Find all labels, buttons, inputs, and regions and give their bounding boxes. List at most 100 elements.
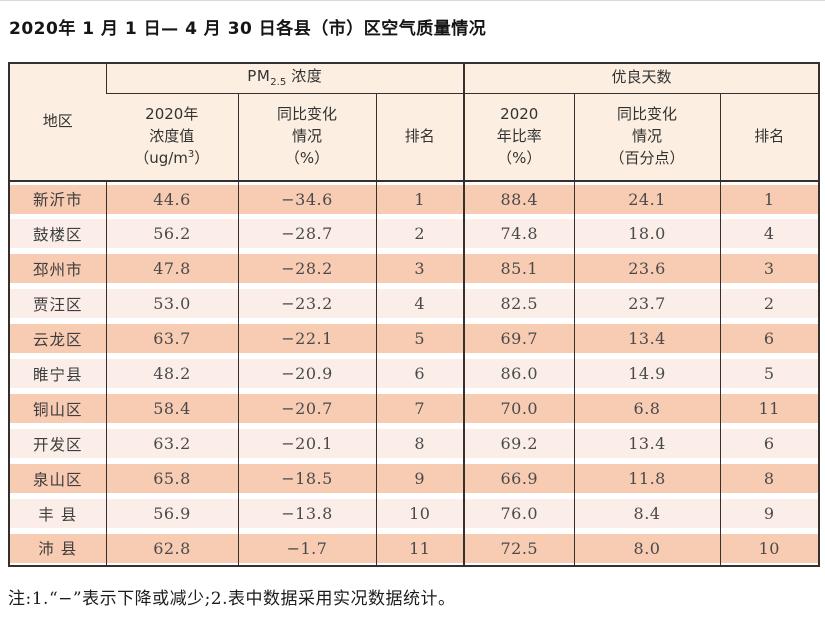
cell-region: 云龙区 xyxy=(9,321,106,356)
header-line: 同比变化 xyxy=(617,105,678,124)
cell-pm25-value: 56.2 xyxy=(105,216,238,251)
header-line: （%） xyxy=(284,148,330,167)
header-line: （百分点） xyxy=(609,148,685,167)
cell-pm25-value: 48.2 xyxy=(105,356,238,391)
cell-pm25-change: −20.9 xyxy=(237,356,376,391)
table-header-sub-row: 2020年 浓度值 （ug/m3） 同比变化 情况 （%） 排名 2020 年比… xyxy=(9,93,820,182)
cell-pm25-rank: 4 xyxy=(375,286,465,321)
cell-good-rank: 11 xyxy=(719,391,820,426)
cell-good-rank: 5 xyxy=(719,356,820,391)
cell-pm25-change: −20.7 xyxy=(237,391,376,426)
cell-pm25-rank: 6 xyxy=(375,356,465,391)
cell-pm25-change: −22.1 xyxy=(237,321,376,356)
cell-pm25-value: 65.8 xyxy=(105,461,238,496)
col-header-pm25-value: 2020年 浓度值 （ug/m3） xyxy=(106,93,238,182)
table-body: 新沂市 44.6 −34.6 1 88.4 24.1 1 鼓楼区 56.2 −28.7 2 74.8 1… xyxy=(9,181,820,566)
header-line: 2020年 xyxy=(145,105,199,124)
cell-good-ratio: 85.1 xyxy=(463,251,575,286)
pm25-label-prefix: PM xyxy=(247,67,271,85)
cell-region: 铜山区 xyxy=(9,391,106,426)
cell-pm25-rank: 9 xyxy=(375,461,465,496)
table-row: 铜山区 58.4 −20.7 7 70.0 6.8 11 xyxy=(9,391,820,426)
header-line: （%） xyxy=(497,148,542,167)
cell-good-ratio: 76.0 xyxy=(463,496,575,531)
group-header-pm25: PM2.5 浓度 xyxy=(105,63,465,94)
cell-good-change: 13.4 xyxy=(573,426,721,461)
cell-region: 邳州市 xyxy=(9,251,106,286)
cell-good-rank: 8 xyxy=(719,461,820,496)
table-row: 睢宁县 48.2 −20.9 6 86.0 14.9 5 xyxy=(9,356,820,391)
col-header-region: 地区 xyxy=(9,63,106,182)
cell-pm25-rank: 8 xyxy=(375,426,465,461)
cell-pm25-rank: 5 xyxy=(375,321,465,356)
cell-good-ratio: 82.5 xyxy=(463,286,575,321)
cell-pm25-change: −28.7 xyxy=(237,216,376,251)
cell-good-ratio: 66.9 xyxy=(463,461,575,496)
col-header-pm25-rank: 排名 xyxy=(375,93,465,182)
cell-good-rank: 9 xyxy=(719,496,820,531)
cell-region: 开发区 xyxy=(9,426,106,461)
header-line: 情况 xyxy=(632,126,663,145)
cell-pm25-change: −28.2 xyxy=(237,251,376,286)
cell-pm25-rank: 3 xyxy=(375,251,465,286)
header-line: 情况 xyxy=(291,126,322,145)
cell-region: 泉山区 xyxy=(9,461,106,496)
cell-pm25-value: 47.8 xyxy=(105,251,238,286)
cell-good-change: 14.9 xyxy=(573,356,721,391)
table-row: 丰 县 56.9 −13.8 10 76.0 8.4 9 xyxy=(9,496,820,531)
cell-good-ratio: 69.7 xyxy=(463,321,575,356)
footnote: 注:1.“−”表示下降或减少;2.表中数据采用实况数据统计。 xyxy=(8,589,456,609)
cell-pm25-value: 58.4 xyxy=(105,391,238,426)
cell-good-change: 23.7 xyxy=(573,286,721,321)
cell-good-change: 13.4 xyxy=(573,321,721,356)
header-line: 同比变化 xyxy=(276,105,337,124)
cell-pm25-rank: 11 xyxy=(375,531,465,566)
table-row: 泉山区 65.8 −18.5 9 66.9 11.8 8 xyxy=(9,461,820,496)
cell-good-rank: 6 xyxy=(719,321,820,356)
header-line: 2020 xyxy=(500,105,539,124)
cell-pm25-value: 62.8 xyxy=(105,531,238,566)
table-row: 鼓楼区 56.2 −28.7 2 74.8 18.0 4 xyxy=(9,216,820,251)
cell-pm25-value: 63.7 xyxy=(105,321,238,356)
cell-good-rank: 3 xyxy=(719,251,820,286)
cell-good-change: 24.1 xyxy=(573,181,721,216)
cell-good-change: 23.6 xyxy=(573,251,721,286)
col-header-pm25-change: 同比变化 情况 （%） xyxy=(237,93,376,182)
header-unit: （ug/m3） xyxy=(134,148,210,167)
cell-pm25-value: 44.6 xyxy=(105,181,238,216)
group-header-good-days: 优良天数 xyxy=(463,63,820,94)
table-row: 云龙区 63.7 −22.1 5 69.7 13.4 6 xyxy=(9,321,820,356)
pm25-label-suffix: 浓度 xyxy=(291,67,323,85)
cell-pm25-rank: 1 xyxy=(375,181,465,216)
table-row: 贾汪区 53.0 −23.2 4 82.5 23.7 2 xyxy=(9,286,820,321)
cell-region: 新沂市 xyxy=(9,181,106,216)
cell-pm25-change: −20.1 xyxy=(237,426,376,461)
table-header-group-row: 地区 PM2.5 浓度 优良天数 xyxy=(9,63,820,182)
cell-good-rank: 4 xyxy=(719,216,820,251)
cell-good-ratio: 86.0 xyxy=(463,356,575,391)
cell-pm25-rank: 2 xyxy=(375,216,465,251)
col-header-good-rank: 排名 xyxy=(719,93,820,182)
table-row: 新沂市 44.6 −34.6 1 88.4 24.1 1 xyxy=(9,181,820,216)
header-line: 浓度值 xyxy=(149,126,195,145)
table-row: 开发区 63.2 −20.1 8 69.2 13.4 6 xyxy=(9,426,820,461)
cell-good-ratio: 72.5 xyxy=(463,531,575,566)
cell-region: 鼓楼区 xyxy=(9,216,106,251)
air-quality-table: 地区 PM2.5 浓度 优良天数 2020年 浓度值 （ug/m3） 同比变化 情… xyxy=(8,62,821,567)
table-header: 地区 PM2.5 浓度 优良天数 2020年 浓度值 （ug/m3） 同比变化 情… xyxy=(9,63,820,182)
table-row: 沛 县 62.8 −1.7 11 72.5 8.0 10 xyxy=(9,531,820,566)
cell-pm25-change: −13.8 xyxy=(237,496,376,531)
cell-pm25-value: 63.2 xyxy=(105,426,238,461)
col-header-good-ratio: 2020 年比率 （%） xyxy=(463,93,575,182)
table-row: 邳州市 47.8 −28.2 3 85.1 23.6 3 xyxy=(9,251,820,286)
cell-region: 睢宁县 xyxy=(9,356,106,391)
cell-good-change: 11.8 xyxy=(573,461,721,496)
cell-good-ratio: 88.4 xyxy=(463,181,575,216)
cell-pm25-rank: 10 xyxy=(375,496,465,531)
cell-good-ratio: 70.0 xyxy=(463,391,575,426)
cell-good-change: 18.0 xyxy=(573,216,721,251)
cell-pm25-value: 56.9 xyxy=(105,496,238,531)
cell-pm25-change: −23.2 xyxy=(237,286,376,321)
col-header-good-change: 同比变化 情况 （百分点） xyxy=(573,93,721,182)
header-line: 年比率 xyxy=(496,126,542,145)
